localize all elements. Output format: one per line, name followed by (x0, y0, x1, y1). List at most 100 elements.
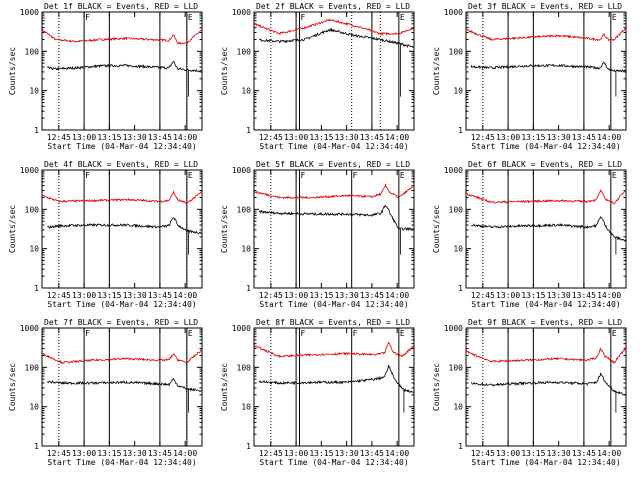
x-tick-label: 13:00 (72, 291, 96, 300)
x-tick-label: 13:45 (148, 449, 172, 458)
x-tick-label: 12:45 (259, 133, 283, 142)
flag-label: F (353, 171, 358, 180)
x-tick-label: 12:45 (259, 449, 283, 458)
x-tick-label: 13:15 (521, 291, 545, 300)
panel-title: Det 3f BLACK = Events, RED = LLD (468, 2, 622, 11)
y-tick-label: 1000 (444, 8, 463, 17)
flag-label: E (188, 13, 193, 22)
x-tick-label: 13:45 (572, 291, 596, 300)
y-axis-label: Counts/sec (8, 47, 17, 95)
panel-det-1: Det 1f BLACK = Events, RED = LLD 1 10 100 10… (8, 2, 203, 151)
panel-title: Det 2f BLACK = Events, RED = LLD (256, 2, 410, 11)
y-axis-label: Counts/sec (8, 205, 17, 253)
x-tick-label: 12:45 (471, 133, 495, 142)
x-tick-label: 13:15 (97, 449, 121, 458)
plot-frame (253, 169, 415, 289)
flag-label: F (85, 329, 90, 338)
series-events-black (470, 61, 626, 73)
series-lld-red (254, 183, 414, 200)
y-tick-label: 1 (246, 284, 251, 293)
x-tick-label: 13:00 (496, 291, 520, 300)
y-axis-label: Counts/sec (8, 363, 17, 411)
x-tick-label: 13:00 (72, 449, 96, 458)
series-events-black (46, 60, 202, 73)
y-tick-label: 100 (25, 363, 40, 372)
y-tick-label: 1000 (232, 166, 251, 175)
x-tick-label: 12:45 (47, 291, 71, 300)
flag-label: E (612, 329, 617, 338)
x-tick-label: 13:15 (309, 133, 333, 142)
x-tick-label: 14:00 (597, 133, 621, 142)
y-tick-label: 1000 (20, 324, 39, 333)
x-tick-label: 13:30 (335, 133, 359, 142)
x-tick-label: 13:00 (284, 133, 308, 142)
y-tick-label: 1 (458, 284, 463, 293)
panel-title: Det 5f BLACK = Events, RED = LLD (256, 160, 410, 169)
y-axis-label: Counts/sec (432, 363, 441, 411)
flag-label: E (400, 329, 405, 338)
flag-label: F (85, 171, 90, 180)
x-axis-label: Start Time (04-Mar-04 12:34:40) (259, 458, 408, 467)
y-tick-label: 1000 (20, 166, 39, 175)
x-tick-label: 13:30 (547, 133, 571, 142)
panel-det-8: Det 8f BLACK = Events, RED = LLD 1 10 100 10… (220, 318, 415, 467)
x-axis-label: Start Time (04-Mar-04 12:34:40) (259, 300, 408, 309)
x-tick-label: 13:45 (148, 133, 172, 142)
x-tick-label: 12:45 (47, 133, 71, 142)
x-tick-label: 13:30 (123, 291, 147, 300)
series-events-black (258, 364, 414, 393)
y-tick-label: 1 (34, 126, 39, 135)
series-events-black (47, 217, 202, 235)
x-tick-label: 13:45 (360, 291, 384, 300)
plot-frame (465, 169, 627, 289)
x-axis-label: Start Time (04-Mar-04 12:34:40) (47, 300, 196, 309)
y-tick-label: 1 (246, 442, 251, 451)
x-tick-label: 14:00 (597, 291, 621, 300)
series-events-black (470, 215, 626, 242)
series-lld-red (41, 28, 202, 46)
x-tick-label: 14:00 (173, 133, 197, 142)
flag-label: E (612, 171, 617, 180)
y-tick-label: 10 (241, 403, 251, 412)
y-tick-label: 10 (29, 87, 39, 96)
y-tick-label: 100 (237, 47, 252, 56)
y-tick-label: 1000 (232, 8, 251, 17)
y-tick-label: 1 (458, 126, 463, 135)
y-tick-label: 100 (449, 363, 464, 372)
y-tick-label: 100 (449, 47, 464, 56)
panel-title: Det 4f BLACK = Events, RED = LLD (44, 160, 198, 169)
x-axis-label: Start Time (04-Mar-04 12:34:40) (471, 300, 620, 309)
y-tick-label: 10 (453, 87, 463, 96)
y-tick-label: 10 (29, 245, 39, 254)
series-lld-red (465, 189, 626, 205)
x-tick-label: 13:45 (360, 133, 384, 142)
x-axis-label: Start Time (04-Mar-04 12:34:40) (47, 458, 196, 467)
x-tick-label: 13:15 (309, 449, 333, 458)
x-tick-label: 14:00 (385, 133, 409, 142)
y-axis-label: Counts/sec (432, 205, 441, 253)
x-tick-label: 13:45 (360, 449, 384, 458)
flag-label: E (400, 13, 405, 22)
panel-det-3: Det 3f BLACK = Events, RED = LLD 1 10 100 10… (432, 2, 627, 151)
series-events-black (46, 377, 202, 393)
y-tick-label: 1000 (20, 8, 39, 17)
x-tick-label: 14:00 (385, 449, 409, 458)
y-axis-label: Counts/sec (432, 47, 441, 95)
panel-det-2: Det 2f BLACK = Events, RED = LLD 1 10 100 10… (220, 2, 415, 151)
flag-label: E (612, 13, 617, 22)
x-tick-label: 13:30 (547, 449, 571, 458)
x-tick-label: 13:45 (572, 133, 596, 142)
x-tick-label: 13:00 (284, 449, 308, 458)
x-tick-label: 13:15 (97, 291, 121, 300)
plot-frame (253, 327, 415, 447)
x-axis-label: Start Time (04-Mar-04 12:34:40) (471, 142, 620, 151)
x-tick-label: 13:45 (148, 291, 172, 300)
y-tick-label: 1000 (444, 166, 463, 175)
flag-label: E (400, 171, 405, 180)
y-tick-label: 1 (458, 442, 463, 451)
x-tick-label: 13:15 (521, 133, 545, 142)
y-tick-label: 1 (246, 126, 251, 135)
x-tick-label: 14:00 (173, 291, 197, 300)
flag-label: F (300, 13, 305, 22)
